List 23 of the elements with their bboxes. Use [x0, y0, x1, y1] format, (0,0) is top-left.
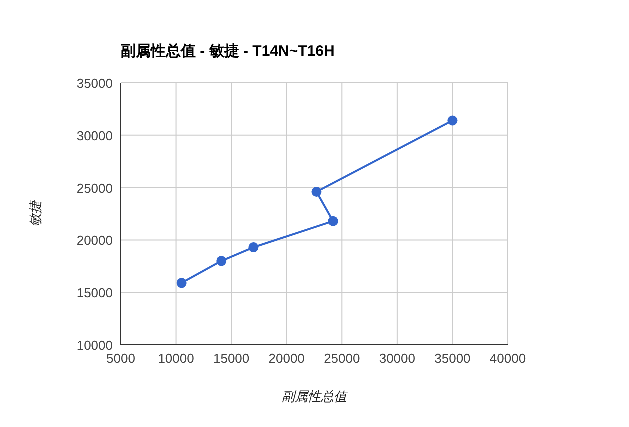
x-tick-label: 10000: [158, 351, 194, 366]
chart-title: 副属性总值 - 敏捷 - T14N~T16H: [121, 43, 335, 60]
x-tick-label: 25000: [324, 351, 360, 366]
x-tick-label: 30000: [379, 351, 416, 366]
y-axis-title: 敏捷: [28, 200, 43, 227]
y-tick-label: 10000: [76, 338, 113, 353]
x-tick-label: 15000: [213, 351, 250, 366]
point: [328, 216, 338, 226]
point: [216, 256, 227, 266]
x-tick-label: 35000: [434, 351, 471, 366]
point: [248, 242, 259, 253]
x-tick-label: 5000: [106, 351, 136, 366]
y-tick-label: 30000: [76, 128, 113, 144]
y-tick-label: 25000: [76, 180, 113, 196]
x-axis-title: 副属性总值: [282, 389, 349, 404]
y-tick-label: 15000: [76, 286, 113, 301]
y-tick-label: 35000: [76, 76, 113, 91]
y-tick-label: 20000: [76, 233, 113, 248]
x-tick-label: 40000: [490, 351, 526, 366]
x-tick-label: 20000: [268, 351, 305, 366]
point: [448, 116, 458, 126]
point: [176, 278, 187, 288]
point: [312, 186, 322, 197]
